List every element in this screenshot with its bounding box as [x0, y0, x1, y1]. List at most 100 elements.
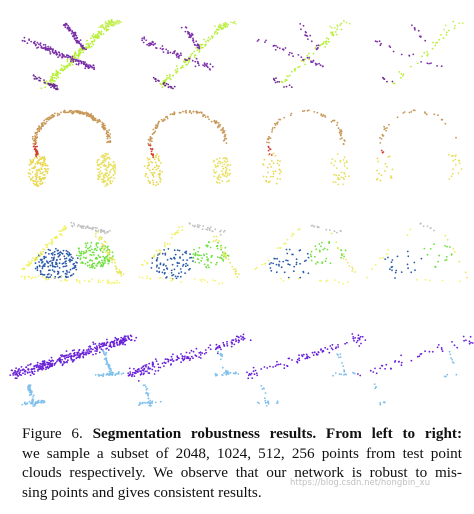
point — [85, 244, 88, 247]
point — [177, 231, 180, 234]
point — [151, 137, 153, 140]
point — [387, 256, 389, 259]
point — [146, 262, 149, 265]
point — [374, 40, 377, 43]
point — [36, 161, 38, 164]
point — [96, 227, 98, 230]
point — [150, 150, 153, 153]
point — [33, 78, 36, 80]
point — [98, 239, 101, 241]
point — [88, 113, 91, 116]
point — [234, 23, 237, 25]
point — [120, 271, 122, 273]
point — [338, 281, 340, 284]
point — [207, 346, 210, 349]
point — [52, 116, 54, 119]
point — [73, 262, 75, 265]
point — [438, 38, 441, 41]
point — [39, 254, 42, 257]
point — [420, 257, 423, 260]
point — [44, 44, 47, 46]
point — [310, 61, 313, 64]
point — [325, 280, 327, 283]
point — [117, 22, 120, 25]
point — [108, 129, 111, 131]
point — [32, 396, 34, 398]
point — [74, 266, 77, 269]
point — [310, 40, 313, 43]
point — [47, 278, 50, 281]
point — [147, 167, 149, 170]
point — [234, 338, 237, 340]
point — [148, 169, 151, 172]
point — [42, 157, 45, 160]
point — [149, 140, 152, 142]
point — [68, 27, 71, 30]
point — [376, 157, 379, 160]
point — [198, 50, 201, 52]
point — [118, 20, 121, 22]
point — [91, 259, 94, 262]
point — [357, 373, 359, 375]
point — [28, 371, 31, 374]
point — [133, 367, 135, 370]
point — [394, 360, 397, 362]
point — [450, 357, 452, 359]
point — [278, 81, 281, 83]
point — [88, 280, 90, 283]
point — [155, 266, 158, 268]
point — [223, 163, 226, 166]
point — [294, 69, 296, 72]
point — [379, 136, 381, 139]
point — [225, 142, 228, 145]
point — [129, 371, 132, 373]
point — [108, 260, 111, 263]
point — [221, 374, 224, 377]
point — [83, 225, 85, 228]
point — [37, 365, 40, 368]
point — [108, 22, 110, 25]
point — [75, 278, 78, 281]
point — [159, 172, 161, 175]
point — [101, 236, 103, 239]
point — [91, 251, 94, 254]
point — [324, 115, 326, 117]
point — [158, 271, 161, 274]
point — [75, 59, 77, 62]
point — [340, 249, 342, 251]
point — [338, 373, 341, 375]
point — [80, 250, 83, 253]
point — [146, 43, 149, 46]
point — [161, 86, 164, 89]
point — [191, 52, 194, 55]
point — [30, 368, 33, 371]
point — [426, 50, 428, 53]
point — [450, 175, 453, 178]
point — [78, 252, 81, 254]
point — [39, 161, 42, 164]
point — [410, 111, 413, 113]
point — [216, 158, 219, 161]
point — [337, 127, 340, 130]
point — [156, 125, 159, 127]
point — [426, 54, 429, 57]
point — [55, 71, 58, 73]
point — [306, 54, 309, 57]
point — [283, 86, 285, 88]
point — [49, 47, 52, 50]
point — [153, 366, 156, 368]
point — [278, 265, 280, 267]
point — [46, 170, 49, 173]
point — [343, 164, 346, 167]
point — [284, 242, 287, 245]
point — [194, 354, 197, 357]
point — [44, 86, 47, 89]
point — [390, 175, 392, 178]
point — [76, 353, 79, 356]
point — [163, 272, 166, 275]
point — [73, 36, 75, 38]
point — [170, 272, 173, 274]
point — [222, 252, 225, 255]
point — [29, 386, 31, 388]
point — [217, 29, 220, 31]
